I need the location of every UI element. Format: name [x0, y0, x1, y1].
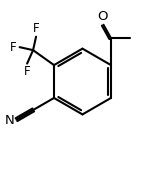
Text: O: O [98, 10, 108, 23]
Text: F: F [24, 65, 30, 78]
Text: N: N [4, 114, 14, 127]
Text: F: F [33, 22, 40, 35]
Text: F: F [10, 41, 17, 54]
